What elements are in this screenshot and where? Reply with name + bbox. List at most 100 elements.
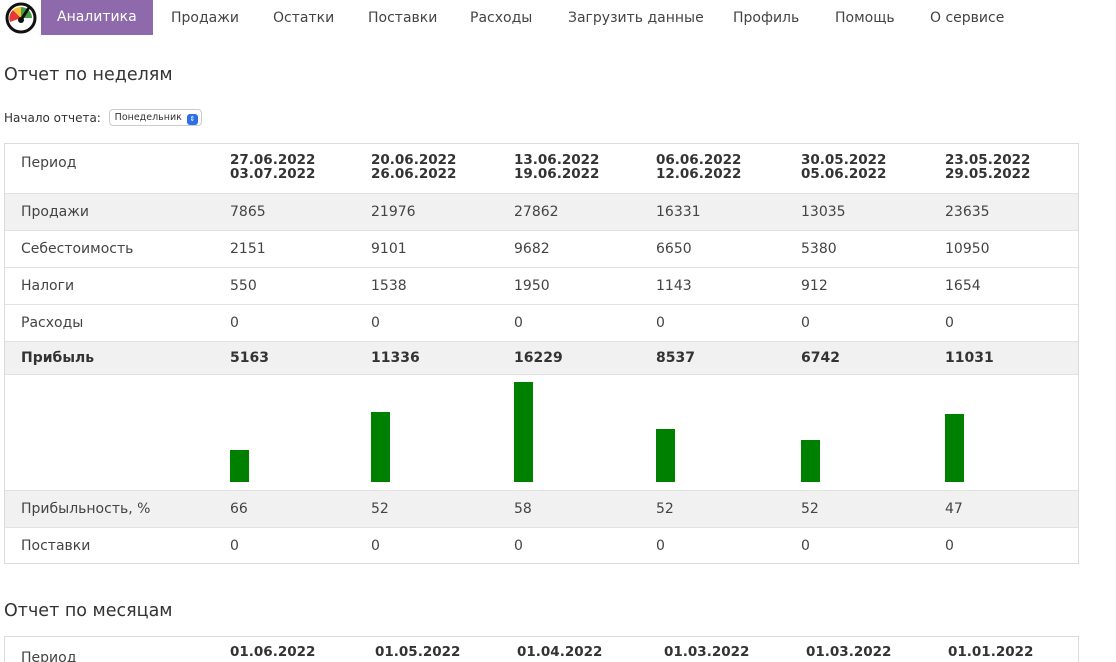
row-label: Себестоимость [21,241,134,257]
table-row-expenses: Расходы 0 0 0 0 0 0 [5,304,1078,341]
profit-bar [801,440,820,482]
row-label: Налоги [21,278,75,294]
weekly-report-table: Период 27.06.2022 03.07.2022 20.06.2022 26… [4,143,1079,564]
table-cell: 0 [656,537,665,554]
table-cell: 58 [514,501,532,517]
table-cell: 23635 [945,204,990,220]
speedometer-logo-icon[interactable] [4,0,38,34]
profit-bar [514,382,533,482]
period-to: 26.06.2022 [371,166,457,182]
table-row-supplies: Поставки 0 0 0 0 0 0 [5,527,1078,563]
table-cell: 1143 [656,278,692,294]
period-header: 01.06.2022 [230,644,316,660]
table-cell: 16229 [514,350,563,366]
period-to: 03.07.2022 [230,166,316,182]
nav-supplies[interactable]: Поставки [368,10,438,26]
table-cell: 27862 [514,204,559,220]
table-row-sales: Продажи 7865 21976 27862 16331 13035 236… [5,193,1078,230]
report-start-row: Начало отчета: Понедельник ⇕ [4,109,202,127]
table-cell: 10950 [945,241,990,257]
row-label: Прибыль [21,350,95,366]
monthly-report-title: Отчет по месяцам [4,601,173,621]
profit-bar [230,450,249,482]
row-label: Расходы [21,315,84,331]
select-arrows-icon: ⇕ [186,114,198,125]
table-cell: 0 [371,315,380,331]
period-label: Период [21,155,77,171]
report-start-select[interactable]: Понедельник ⇕ [108,109,202,126]
period-from: 27.06.2022 [230,152,316,168]
period-to: 05.06.2022 [801,166,887,182]
table-cell: 0 [230,315,239,331]
nav-help[interactable]: Помощь [835,10,895,26]
table-cell: 52 [656,501,674,517]
period-from: 23.05.2022 [945,152,1031,168]
profit-bar [371,412,390,482]
profit-bar-chart [5,374,1078,490]
table-cell: 0 [945,537,954,554]
top-nav: Аналитика Продажи Остатки Поставки Расхо… [0,0,1116,36]
nav-sales[interactable]: Продажи [171,10,239,26]
table-cell: 13035 [801,204,846,220]
table-cell: 1654 [945,278,981,294]
table-cell: 52 [371,501,389,517]
row-label: Продажи [21,204,89,220]
weekly-report-title: Отчет по неделям [4,65,173,85]
profit-bar [945,414,964,482]
nav-analytics[interactable]: Аналитика [41,0,153,35]
table-row-profitability: Прибыльность, % 66 52 58 52 52 47 [5,490,1078,527]
period-header: 27.06.2022 03.07.2022 [230,144,315,193]
table-cell: 1538 [371,278,407,294]
period-header: 01.01.2022 [948,644,1034,660]
period-from: 13.06.2022 [514,152,600,168]
table-cell: 0 [371,537,380,554]
period-label: Период [21,650,77,662]
table-cell: 1950 [514,278,550,294]
table-cell: 11031 [945,350,994,366]
period-header: 06.06.2022 12.06.2022 [656,144,741,193]
period-to: 29.05.2022 [945,166,1031,182]
table-cell: 5380 [801,241,837,257]
table-cell: 66 [230,501,248,517]
period-to: 12.06.2022 [656,166,742,182]
nav-stock[interactable]: Остатки [273,10,335,26]
table-cell: 2151 [230,241,266,257]
period-header: 20.06.2022 26.06.2022 [371,144,456,193]
table-cell: 0 [514,537,523,554]
table-cell: 0 [945,315,954,331]
table-cell: 9101 [371,241,407,257]
table-cell: 5163 [230,350,269,366]
table-cell: 0 [514,315,523,331]
table-row-taxes: Налоги 550 1538 1950 1143 912 1654 [5,267,1078,304]
period-header: 01.03.2022 [664,644,750,660]
table-cell: 21976 [371,204,416,220]
nav-expenses[interactable]: Расходы [470,10,533,26]
table-cell: 0 [230,537,239,554]
table-cell: 550 [230,278,257,294]
table-cell: 9682 [514,241,550,257]
period-header: 23.05.2022 29.05.2022 [945,144,1030,193]
period-to: 19.06.2022 [514,166,600,182]
table-cell: 0 [801,315,810,331]
report-start-label: Начало отчета: [4,110,101,125]
table-header-row: Период 27.06.2022 03.07.2022 20.06.2022 26… [5,144,1078,193]
table-cell: 52 [801,501,819,517]
period-from: 20.06.2022 [371,152,457,168]
table-cell: 7865 [230,204,266,220]
profit-bar [656,429,675,482]
table-row-cost: Себестоимость 2151 9101 9682 6650 5380 1… [5,230,1078,267]
table-header-row: Период 01.06.2022 01.05.2022 01.04.2022 … [5,637,1078,662]
table-row-profit: Прибыль 5163 11336 16229 8537 6742 11031 [5,341,1078,374]
table-cell: 47 [945,501,963,517]
report-start-value: Понедельник [114,112,182,123]
table-cell: 11336 [371,350,420,366]
nav-about[interactable]: О сервисе [930,10,1005,26]
period-header: 01.05.2022 [375,644,461,660]
period-header: 01.03.2022 [806,644,892,660]
table-cell: 0 [801,537,810,554]
table-cell: 6742 [801,350,840,366]
nav-profile[interactable]: Профиль [733,10,800,26]
period-header: 13.06.2022 19.06.2022 [514,144,599,193]
table-cell: 8537 [656,350,695,366]
nav-upload-data[interactable]: Загрузить данные [568,10,704,26]
